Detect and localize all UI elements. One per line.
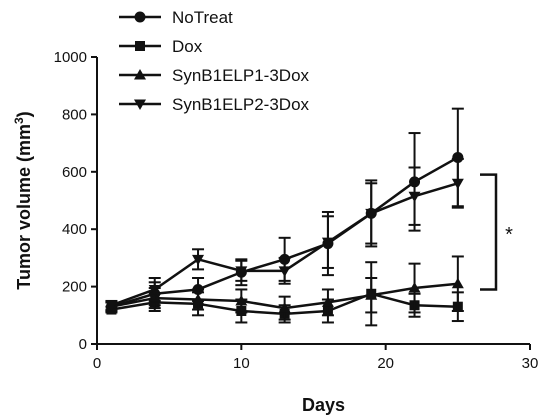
y-tick-label: 800: [62, 106, 87, 123]
legend-marker: [135, 41, 145, 51]
legend-label: SynB1ELP1-3Dox: [172, 66, 310, 85]
x-tick-label: 30: [522, 355, 539, 372]
legend-label: Dox: [172, 37, 203, 56]
y-ticks: 0 200 400 600 800 1000: [54, 49, 97, 353]
series-SynB1ELP2-3Dox: [105, 157, 464, 312]
data-point: [408, 282, 421, 293]
y-tick-label: 400: [62, 221, 87, 238]
data-point: [408, 191, 421, 203]
y-axis-title-superscript: 3: [12, 117, 26, 124]
data-point: [451, 178, 464, 190]
data-point: [235, 294, 248, 306]
plot-area: [105, 107, 464, 327]
axes: 0 200 400 600 800 1000 0 10 20 30 Days Tumor vol…: [12, 49, 538, 415]
data-point: [192, 293, 205, 305]
data-point: [278, 266, 291, 277]
y-axis-title: Tumor volume (mm3): [12, 111, 34, 289]
x-tick-label: 10: [233, 355, 250, 372]
legend-marker: [134, 11, 146, 23]
legend-item: NoTreat: [119, 8, 233, 27]
x-tick-label: 20: [377, 355, 394, 372]
data-point: [278, 302, 291, 313]
y-axis-title-end: ): [14, 111, 34, 117]
legend-item: Dox: [119, 37, 203, 56]
legend-marker: [134, 69, 146, 80]
data-point: [365, 289, 378, 300]
data-point: [148, 284, 161, 296]
data-point: [321, 296, 334, 307]
x-tick-label: 0: [93, 355, 101, 372]
significance-bracket-line: [480, 173, 498, 291]
y-tick-label: 200: [62, 279, 87, 296]
legend-label: SynB1ELP2-3Dox: [172, 95, 310, 114]
legend: NoTreat Dox SynB1ELP1-3Dox SynB1ELP2-3Dox: [119, 8, 310, 114]
y-tick-label: 600: [62, 164, 87, 181]
data-point: [452, 151, 464, 163]
y-tick-label: 0: [79, 336, 87, 353]
legend-item: SynB1ELP2-3Dox: [119, 95, 310, 114]
significance-asterisk: *: [505, 224, 513, 246]
data-point: [365, 208, 378, 220]
data-point: [105, 300, 118, 312]
x-ticks: 0 10 20 30: [93, 344, 539, 372]
x-axis-title: Days: [302, 395, 345, 415]
data-point: [451, 277, 464, 289]
legend-label: NoTreat: [172, 8, 233, 27]
y-tick-label: 1000: [54, 49, 87, 66]
y-axis-title-main: Tumor volume (mm: [14, 124, 34, 290]
data-point: [321, 237, 334, 249]
data-point: [192, 254, 205, 266]
legend-marker: [134, 99, 146, 110]
legend-item: SynB1ELP1-3Dox: [119, 66, 310, 85]
significance-bracket: *: [480, 173, 513, 291]
data-point: [235, 266, 248, 277]
